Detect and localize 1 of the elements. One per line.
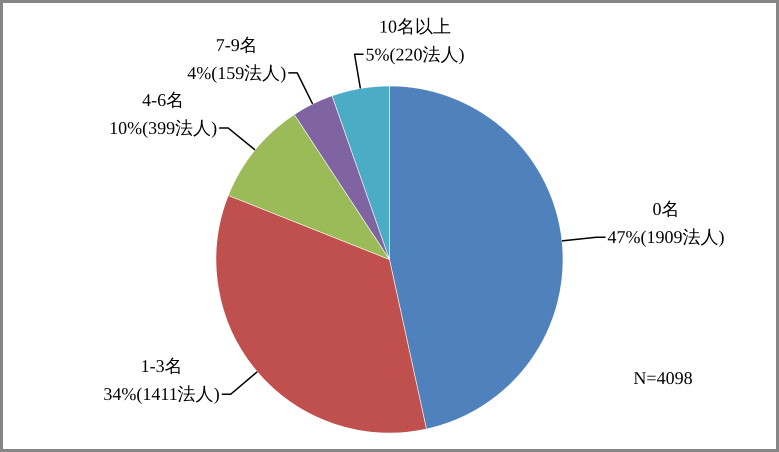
annotation: N=4098: [633, 368, 693, 388]
